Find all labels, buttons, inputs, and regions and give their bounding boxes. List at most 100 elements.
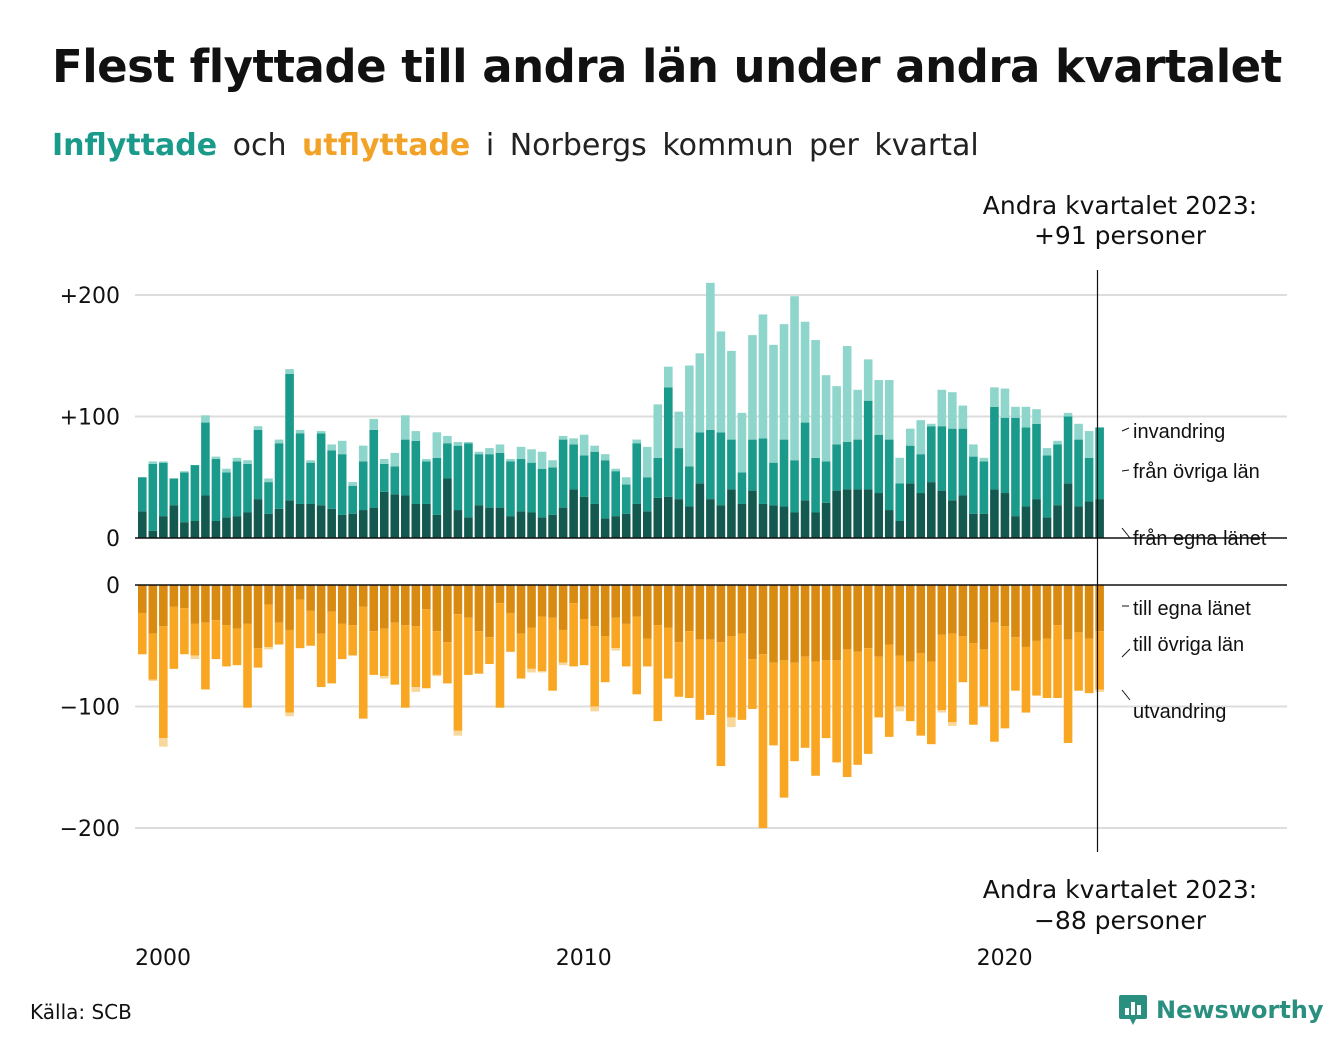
bar-in-same xyxy=(569,489,578,538)
bar-in-other xyxy=(211,459,221,521)
bar-in-same xyxy=(937,490,947,538)
bar-out-other xyxy=(390,622,400,685)
annotation-out-line2: −88 personer xyxy=(1034,906,1207,935)
bar-out-other xyxy=(274,622,284,645)
bar-in-same xyxy=(874,493,883,538)
bar-out-same xyxy=(916,585,926,654)
bar-in-immigration xyxy=(590,445,599,452)
bar-out-same xyxy=(222,585,231,626)
bar-out-same xyxy=(201,585,210,623)
bar-out-other xyxy=(537,616,547,672)
bar-in-same xyxy=(253,499,263,538)
bar-in-immigration xyxy=(411,431,421,441)
bar-in-same xyxy=(969,513,978,538)
bar-in-other xyxy=(874,434,883,494)
bar-in-same xyxy=(159,516,168,538)
bar-out-same xyxy=(569,585,578,604)
bar-out-same xyxy=(895,585,905,656)
bar-in-same xyxy=(348,513,357,538)
bar-out-other xyxy=(674,642,684,697)
bar-out-other xyxy=(664,627,673,679)
label-pointer xyxy=(1121,469,1130,472)
bar-in-immigration xyxy=(937,389,947,427)
bar-out-other xyxy=(737,633,747,720)
bar-out-other xyxy=(1000,626,1010,729)
bar-in-other xyxy=(537,468,547,518)
bar-in-other xyxy=(621,484,631,514)
bar-out-other xyxy=(201,622,210,690)
bar-in-same xyxy=(1021,506,1031,538)
label-pointer xyxy=(1121,427,1130,432)
bar-out-same xyxy=(443,585,452,643)
bar-in-other xyxy=(264,482,273,514)
bar-out-same xyxy=(927,585,936,662)
bar-out-same xyxy=(853,585,862,652)
bar-in-immigration xyxy=(1063,412,1073,417)
bar-in-immigration xyxy=(674,411,684,449)
bar-out-same xyxy=(863,585,873,649)
bar-in-same xyxy=(169,505,179,538)
bar-out-same xyxy=(727,585,736,637)
bar-out-same xyxy=(306,585,315,611)
bar-out-same xyxy=(1053,585,1062,626)
bar-in-same xyxy=(674,499,684,538)
bar-in-immigration xyxy=(253,426,263,430)
bar-in-other xyxy=(1095,427,1104,500)
bar-in-immigration xyxy=(401,415,410,440)
subtitle-och: och xyxy=(232,128,287,163)
bar-out-other xyxy=(695,639,705,720)
label-pointer xyxy=(1121,527,1131,539)
bar-in-same xyxy=(264,513,273,538)
bar-in-other xyxy=(474,454,484,506)
bar-in-same xyxy=(853,489,862,538)
bar-in-same xyxy=(927,482,936,538)
bar-out-same xyxy=(348,585,357,626)
bar-in-other xyxy=(506,461,515,517)
bar-out-other xyxy=(895,655,905,707)
bar-in-same xyxy=(453,510,463,538)
bar-out-emigration xyxy=(590,706,599,712)
bar-out-other xyxy=(948,633,957,723)
bar-in-other xyxy=(958,428,968,496)
bar-in-same xyxy=(1053,505,1062,538)
bar-in-immigration xyxy=(211,456,221,460)
bar-in-immigration xyxy=(390,452,400,467)
bar-in-same xyxy=(884,510,894,538)
bar-out-other xyxy=(264,604,273,647)
bar-in-immigration xyxy=(516,446,526,460)
bar-out-same xyxy=(159,585,168,627)
bar-in-other xyxy=(800,422,810,501)
bar-in-immigration xyxy=(821,375,831,462)
bar-in-other xyxy=(990,406,999,490)
bar-out-other xyxy=(716,642,726,767)
bar-out-other xyxy=(443,642,452,684)
bar-out-other xyxy=(579,619,589,666)
bar-in-immigration xyxy=(600,454,610,461)
bar-out-other xyxy=(295,599,305,649)
bar-in-immigration xyxy=(453,442,463,446)
bar-out-other xyxy=(190,623,200,656)
bar-out-other xyxy=(232,628,242,666)
bar-in-other xyxy=(159,462,168,517)
label-pointer xyxy=(1121,689,1131,701)
bar-in-other xyxy=(390,466,400,495)
bar-in-other xyxy=(401,439,410,496)
bar-in-immigration xyxy=(811,339,820,458)
bar-in-other xyxy=(716,432,726,506)
bar-out-same xyxy=(811,585,820,662)
bar-out-other xyxy=(811,661,820,776)
bar-in-other xyxy=(1063,416,1073,484)
bar-in-immigration xyxy=(306,460,315,463)
bar-out-same xyxy=(769,585,778,663)
bar-in-other xyxy=(190,465,200,521)
bar-in-same xyxy=(243,512,252,538)
bar-in-other xyxy=(653,457,663,498)
bar-in-same xyxy=(916,493,926,538)
bar-in-same xyxy=(821,502,831,538)
bar-out-other xyxy=(958,636,968,683)
bar-in-immigration xyxy=(664,366,673,388)
bar-out-same xyxy=(243,585,252,624)
bar-in-same xyxy=(779,506,789,538)
bar-in-other xyxy=(1074,439,1083,507)
